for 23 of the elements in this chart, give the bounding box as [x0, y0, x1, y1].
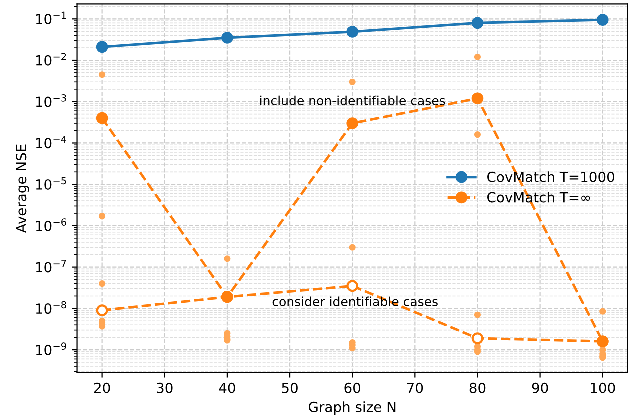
x-tick-label: 20 [94, 382, 110, 394]
y-tick-label: 10$^{−6}$ [36, 218, 66, 232]
x-tick-label: 70 [407, 382, 424, 394]
y-tick-label: 10$^{−2}$ [36, 53, 66, 66]
y-tick-label: 10$^{−4}$ [36, 136, 67, 149]
x-tick-label: 50 [282, 382, 298, 394]
y-tick-label: 10$^{−8}$ [36, 301, 66, 314]
x-axis-title: Graph size N [308, 402, 396, 416]
x-tick-label: 90 [532, 382, 548, 394]
y-tick-label: 10$^{−7}$ [36, 260, 66, 273]
y-axis-title: Average NSE [16, 144, 30, 234]
x-tick-label: 40 [219, 382, 236, 394]
y-tick-label: 10$^{−9}$ [36, 342, 66, 356]
x-tick-label: 100 [591, 382, 616, 394]
x-tick-label: 30 [157, 382, 173, 394]
y-tick-label: 10$^{−3}$ [36, 94, 66, 108]
legend-label: CovMatch T=1000 [488, 172, 614, 182]
legend-label: CovMatch T=∞ [488, 192, 590, 203]
y-tick-label: 10$^{−5}$ [36, 177, 66, 190]
y-tick-label: 10$^{−1}$ [36, 12, 66, 25]
annotation: include non-identifiable cases [260, 96, 446, 106]
x-tick-label: 60 [344, 382, 361, 394]
x-tick-label: 80 [470, 382, 486, 394]
